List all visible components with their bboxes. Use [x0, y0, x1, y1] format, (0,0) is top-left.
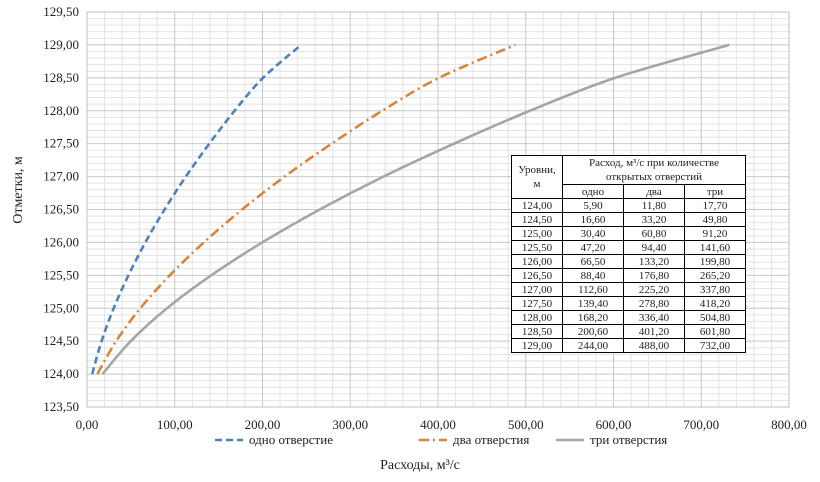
x-tick-label: 600,00 — [596, 417, 632, 432]
y-tick-label: 126,50 — [43, 202, 79, 217]
table-cell-discharge: 133,20 — [622, 254, 685, 269]
table-cell-level: 128,50 — [511, 324, 563, 339]
x-tick-label: 700,00 — [683, 417, 719, 432]
table-row: 124,50 16,60 33,20 49,80 — [511, 212, 747, 227]
y-tick-label: 127,00 — [43, 169, 79, 184]
table-cell-discharge: 176,80 — [622, 268, 685, 283]
legend-label-1: одно отверстие — [249, 432, 333, 447]
table-cell-discharge: 265,20 — [683, 268, 747, 283]
x-tick-label: 500,00 — [508, 417, 544, 432]
table-cell-level: 126,00 — [511, 254, 563, 269]
table-cell-level: 125,00 — [511, 226, 563, 241]
legend: одно отверстие два отверстия три отверстия — [215, 432, 667, 447]
table-cell-level: 126,50 — [511, 268, 563, 283]
table-cell-discharge: 47,20 — [562, 240, 624, 255]
y-tick-label: 124,00 — [43, 366, 79, 381]
x-tick-label: 400,00 — [420, 417, 456, 432]
table-cell-discharge: 401,20 — [622, 324, 685, 339]
x-tick-label: 0,00 — [76, 417, 99, 432]
table-cell-discharge: 225,20 — [622, 282, 685, 297]
table-cell-discharge: 5,90 — [562, 198, 624, 213]
table-cell-level: 127,50 — [511, 296, 563, 311]
table-cell-discharge: 30,40 — [562, 226, 624, 241]
table-cell-discharge: 336,40 — [622, 310, 685, 325]
table-body: 124,00 5,90 11,80 17,70 124,50 16,60 33,20 49,8… — [511, 198, 747, 353]
y-axis-title: Отметки, м — [11, 156, 26, 224]
y-tick-label: 126,00 — [43, 234, 79, 249]
table-cell-discharge: 141,60 — [683, 240, 747, 255]
table-row: 127,00 112,60 225,20 337,80 — [511, 282, 747, 297]
x-tick-label: 200,00 — [245, 417, 281, 432]
table-cell-level: 129,00 — [511, 338, 563, 353]
table-cell-discharge: 11,80 — [622, 198, 685, 213]
y-tick-label: 128,00 — [43, 103, 79, 118]
y-tick-label: 129,50 — [43, 4, 79, 19]
table-row: 126,50 88,40 176,80 265,20 — [511, 268, 747, 283]
table-cell-discharge: 199,80 — [683, 254, 747, 269]
table-cell-discharge: 139,40 — [562, 296, 624, 311]
table-cell-discharge: 33,20 — [622, 212, 685, 227]
table-cell-level: 124,00 — [511, 198, 563, 213]
table-row: 124,00 5,90 11,80 17,70 — [511, 198, 747, 213]
table-row: 127,50 139,40 278,80 418,20 — [511, 296, 747, 311]
y-axis-tick-labels: 123,50 124,00 124,50 125,00 125,50 126,00 126,… — [43, 4, 79, 414]
x-axis-title: Расходы, м³/с — [380, 458, 460, 473]
y-tick-label: 124,50 — [43, 333, 79, 348]
y-tick-label: 123,50 — [43, 399, 79, 414]
table-cell-discharge: 601,80 — [683, 324, 747, 339]
table-row: 128,00 168,20 336,40 504,80 — [511, 310, 747, 325]
table-header-discharge: Расход, м³/с при количестве открытых отв… — [562, 155, 746, 185]
table-cell-discharge: 278,80 — [622, 296, 685, 311]
legend-label-3: три отверстия — [590, 432, 667, 447]
table-cell-discharge: 504,80 — [683, 310, 747, 325]
y-tick-label: 129,00 — [43, 37, 79, 52]
table-row: 128,50 200,60 401,20 601,80 — [511, 324, 747, 339]
y-tick-label: 125,00 — [43, 300, 79, 315]
table-subheader: три — [683, 184, 747, 199]
legend-label-2: два отверстия — [453, 432, 529, 447]
table-subheader: два — [622, 184, 685, 199]
table-cell-discharge: 337,80 — [683, 282, 747, 297]
x-tick-label: 800,00 — [771, 417, 807, 432]
table-cell-discharge: 168,20 — [562, 310, 624, 325]
table-cell-discharge: 732,00 — [683, 338, 747, 353]
table-cell-discharge: 94,40 — [622, 240, 685, 255]
table-cell-level: 124,50 — [511, 212, 563, 227]
table-cell-level: 125,50 — [511, 240, 563, 255]
table-subheader: одно — [562, 184, 624, 199]
x-axis-tick-labels: 0,00 100,00 200,00 300,00 400,00 500,00 600,00… — [76, 417, 807, 432]
table-cell-discharge: 244,00 — [562, 338, 624, 353]
table-header-levels: Уровни, м — [511, 155, 563, 199]
table-row: 125,00 30,40 60,80 91,20 — [511, 226, 747, 241]
data-table: Уровни, м Расход, м³/с при количестве от… — [511, 155, 747, 353]
table-row: 129,00 244,00 488,00 732,00 — [511, 338, 747, 353]
table-cell-discharge: 66,50 — [562, 254, 624, 269]
series-line-1 — [90, 43, 302, 375]
table-header-discharge-line1: Расход, м³/с при количестве — [589, 157, 719, 169]
table-cell-discharge: 16,60 — [562, 212, 624, 227]
table-cell-discharge: 91,20 — [683, 226, 747, 241]
y-tick-label: 128,50 — [43, 70, 79, 85]
table-row: 126,00 66,50 133,20 199,80 — [511, 254, 747, 269]
plot-area-border — [86, 11, 790, 408]
x-tick-label: 300,00 — [332, 417, 368, 432]
table-header-discharge-line2: открытых отверстий — [606, 171, 702, 183]
series-line-2 — [96, 43, 516, 375]
table-cell-level: 127,00 — [511, 282, 563, 297]
table-cell-discharge: 88,40 — [562, 268, 624, 283]
table-cell-discharge: 60,80 — [622, 226, 685, 241]
table-cell-discharge: 49,80 — [683, 212, 747, 227]
table-cell-discharge: 488,00 — [622, 338, 685, 353]
table-cell-discharge: 112,60 — [562, 282, 624, 297]
table-cell-discharge: 17,70 — [683, 198, 747, 213]
table-cell-level: 128,00 — [511, 310, 563, 325]
series-lines — [90, 43, 730, 375]
table-cell-discharge: 418,20 — [683, 296, 747, 311]
series-line-3 — [101, 43, 730, 375]
table-cell-discharge: 200,60 — [562, 324, 624, 339]
y-tick-label: 125,50 — [43, 267, 79, 282]
table-row: 125,50 47,20 94,40 141,60 — [511, 240, 747, 255]
x-tick-label: 100,00 — [157, 417, 193, 432]
y-tick-label: 127,50 — [43, 136, 79, 151]
